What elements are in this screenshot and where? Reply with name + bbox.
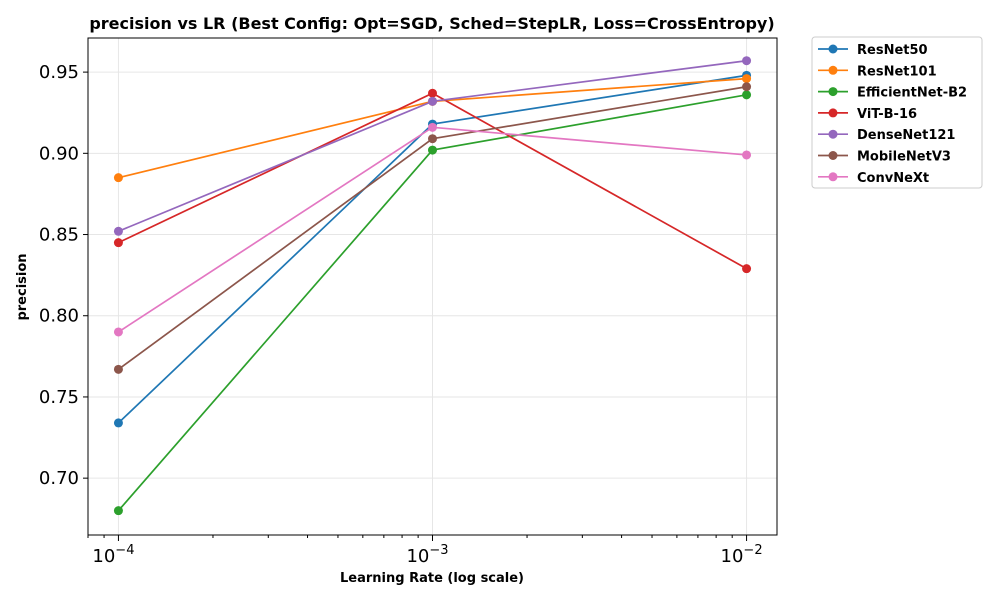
data-point [742, 74, 752, 84]
chart-title: precision vs LR (Best Config: Opt=SGD, S… [89, 14, 774, 33]
legend-marker [828, 65, 838, 75]
data-point [742, 264, 752, 274]
data-point [113, 506, 123, 516]
x-tick-base: 10 [92, 546, 115, 567]
series-lines [113, 56, 752, 516]
data-point [113, 226, 123, 236]
legend-marker [828, 151, 838, 160]
grid-lines [88, 38, 777, 535]
x-tick-exponent: −4 [115, 543, 134, 558]
data-point [428, 96, 437, 106]
legend-item: EfficientNet-B2 [818, 86, 967, 101]
data-point [742, 90, 752, 100]
x-tick-base: 10 [406, 546, 429, 567]
data-point [742, 150, 752, 160]
legend-item: DenseNet121 [818, 128, 955, 143]
legend-label: EfficientNet-B2 [857, 86, 967, 101]
data-point [113, 418, 123, 428]
x-tick-exponent: −2 [743, 543, 762, 558]
data-point [428, 122, 437, 132]
data-point [428, 145, 437, 155]
legend-label: MobileNetV3 [857, 150, 951, 165]
series-densenet121 [113, 56, 752, 236]
legend-label: ResNet50 [857, 43, 928, 58]
legend-label: ResNet101 [857, 64, 937, 79]
data-point [428, 88, 437, 98]
legend-marker [828, 87, 838, 97]
y-tick-label: 0.75 [39, 387, 79, 408]
y-tick-label: 0.80 [39, 306, 79, 327]
data-point [113, 238, 123, 248]
legend-marker [828, 108, 838, 118]
y-tick-label: 0.70 [39, 468, 79, 489]
series-vit-b-16 [113, 88, 752, 274]
legend-item: ConvNeXt [818, 171, 929, 186]
data-point [113, 327, 123, 337]
data-point [113, 173, 123, 183]
series-convnext [113, 122, 752, 337]
x-tick-label: 10−3 [406, 543, 448, 567]
legend-item: ViT-B-16 [818, 107, 917, 122]
series-efficientnet-b2 [113, 90, 752, 516]
x-tick-base: 10 [721, 546, 744, 567]
legend-label: ViT-B-16 [857, 107, 917, 122]
x-axis-label: Learning Rate (log scale) [340, 571, 524, 586]
data-point [428, 134, 437, 144]
data-point [742, 56, 752, 66]
y-tick-label: 0.85 [39, 225, 79, 246]
legend-item: MobileNetV3 [818, 150, 951, 165]
legend-label: DenseNet121 [857, 128, 955, 143]
legend-marker [828, 172, 838, 182]
x-tick-label: 10−2 [721, 543, 763, 567]
legend-item: ResNet101 [818, 64, 937, 79]
legend: ResNet50 ResNet101 EfficientNet-B2 ViT-B-16… [811, 36, 983, 189]
y-tick-label: 0.95 [39, 62, 79, 83]
legend-marker [828, 129, 838, 139]
data-point [742, 82, 752, 92]
y-axis-label: precision [15, 253, 30, 320]
legend-label: ConvNeXt [857, 171, 929, 186]
y-tick-label: 0.90 [39, 143, 79, 164]
x-tick-exponent: −3 [429, 543, 448, 558]
legend-marker [828, 44, 838, 54]
x-tick-label: 10−4 [92, 543, 134, 567]
legend-frame [811, 36, 983, 189]
series-mobilenetv3 [113, 82, 752, 374]
legend-item: ResNet50 [818, 43, 928, 58]
data-point [113, 364, 123, 374]
